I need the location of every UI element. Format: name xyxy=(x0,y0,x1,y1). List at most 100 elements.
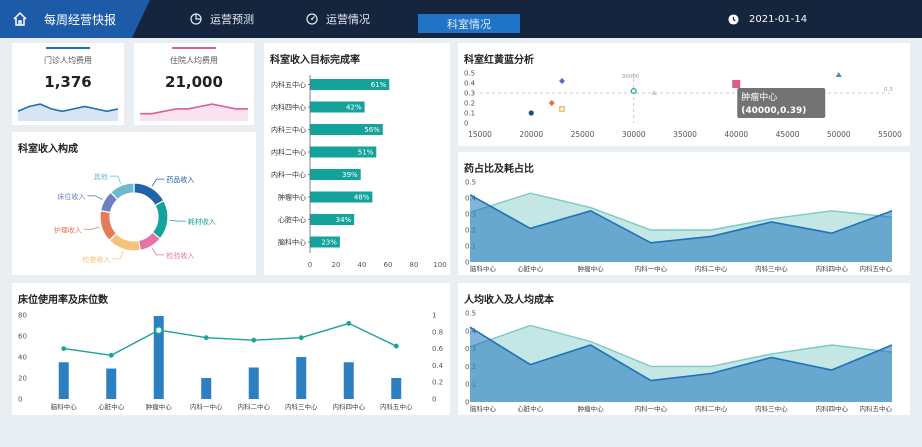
x-tick-label: 内科三中心 xyxy=(755,264,788,273)
nav-tab-label: 运营情况 xyxy=(326,13,370,26)
x-tick-label: 30000 xyxy=(622,130,646,139)
tooltip-title: 肿瘤中心 xyxy=(741,91,777,103)
card-title: 科室收入目标完成率 xyxy=(270,55,360,66)
line-point xyxy=(298,335,304,341)
x-tick-label: 60 xyxy=(384,261,393,269)
bar xyxy=(296,357,307,399)
sparkline-area xyxy=(140,104,248,121)
card-drug-ratio: 药占比及耗占比 00.10.20.30.40.5脑科中心心脏中心肿瘤中心内科一中… xyxy=(458,152,910,275)
nav-tab-departments[interactable]: 科室情况 xyxy=(418,14,520,33)
line-point xyxy=(346,321,352,326)
y-tick-label-right: 0.6 xyxy=(432,345,444,353)
x-tick-label: 心脏中心 xyxy=(517,264,544,273)
x-tick-label: 内科二中心 xyxy=(695,404,728,413)
area-chart: 00.10.20.30.40.5脑科中心心脏中心肿瘤中心内科一中心内科二中心内科… xyxy=(465,310,893,414)
x-tick-label: 45000 xyxy=(776,130,800,139)
x-tick-label: 80 xyxy=(410,261,419,269)
y-tick-label-right: 0 xyxy=(432,396,436,404)
nav-tab-label: 运营预测 xyxy=(210,13,254,26)
line-point xyxy=(108,352,114,358)
y-tick-label: 0.5 xyxy=(465,179,476,187)
y-tick-label: 0 xyxy=(465,259,469,267)
x-tick-label: 内科二中心 xyxy=(238,402,271,411)
x-tick-label: 内科三中心 xyxy=(285,402,318,411)
donut-label: 检查收入 xyxy=(82,255,110,264)
x-tick-label: 40000 xyxy=(724,130,748,139)
sparkline-area xyxy=(18,104,118,121)
kpi-card-inpatient: 住院人均费用 21,000 xyxy=(134,43,254,125)
home-icon[interactable] xyxy=(12,11,28,27)
bar-category-label: 内科一中心 xyxy=(271,170,306,179)
y-tick-label: 0.5 xyxy=(465,310,476,318)
bar xyxy=(106,368,117,399)
donut-label: 床位收入 xyxy=(57,192,85,201)
donut-slice xyxy=(99,209,118,242)
y-tick-label: 0.5 xyxy=(464,70,475,78)
bar xyxy=(201,378,212,399)
x-tick-label: 内科一中心 xyxy=(635,264,668,273)
y-tick-label-left: 60 xyxy=(18,333,27,341)
x-tick-label: 内科三中心 xyxy=(755,404,788,413)
bar xyxy=(310,169,361,180)
bar-value-label: 23% xyxy=(321,239,337,247)
x-tick-label: 内科五中心 xyxy=(860,404,893,413)
bar xyxy=(343,362,354,399)
x-tick-label: 内科五中心 xyxy=(860,264,893,273)
bar-value-label: 48% xyxy=(354,194,370,202)
clock-icon xyxy=(728,13,739,25)
x-tick-label: 50000 xyxy=(827,130,851,139)
x-tick-label: 心脏中心 xyxy=(517,404,544,413)
x-tick-label: 内科五中心 xyxy=(380,402,413,411)
bar-category-label: 脑科中心 xyxy=(278,238,306,247)
y-tick-label-right: 1 xyxy=(432,312,436,320)
bar-value-label: 51% xyxy=(358,149,374,157)
x-tick-label: 20 xyxy=(332,261,341,269)
area-fill xyxy=(470,194,892,262)
line-point-highlight xyxy=(154,325,163,335)
nav-tab-operations[interactable]: 运营情况 xyxy=(306,0,370,38)
y-tick-label-left: 20 xyxy=(18,375,27,383)
scatter-point xyxy=(528,110,534,116)
card-bed-usage: 床位使用率及床位数 0 20 40 60 80 0 0.2 0.4 0.6 0.8 1 脑科中心 心脏中… xyxy=(12,283,450,415)
tooltip-value: (40000,0.39) xyxy=(741,106,806,116)
area-line xyxy=(469,192,893,231)
line-series xyxy=(63,322,397,357)
bar xyxy=(310,124,383,135)
y-tick-label-left: 0 xyxy=(18,396,22,404)
donut-leader-line xyxy=(83,226,100,230)
x-tick-label: 40 xyxy=(358,261,367,269)
x-tick-label: 0 xyxy=(308,261,312,269)
card-title: 科室红黄蓝分析 xyxy=(464,55,534,66)
x-tick-label: 内科一中心 xyxy=(635,404,668,413)
scatter-point xyxy=(732,80,741,88)
kpi-accent-bar xyxy=(46,47,90,49)
bar xyxy=(310,146,377,158)
line-point xyxy=(393,343,399,349)
x-tick-label: 100 xyxy=(433,261,446,269)
nav-tab-forecast[interactable]: 运营预测 xyxy=(190,0,254,38)
scatter-point xyxy=(651,90,658,95)
kpi-label: 门诊人均费用 xyxy=(44,56,92,65)
x-tick-label: 肿瘤中心 xyxy=(578,264,605,273)
donut-label: 药品收入 xyxy=(166,175,194,184)
x-tick-label: 脑科中心 xyxy=(470,264,497,273)
x-tick-label: 20000 xyxy=(519,130,543,139)
line-point xyxy=(251,337,257,343)
card-title: 药占比及耗占比 xyxy=(464,164,534,175)
scatter-point xyxy=(548,100,555,106)
y-tick-label: 0 xyxy=(465,399,469,407)
scatter-point xyxy=(835,72,842,77)
x-tick-label: 脑科中心 xyxy=(51,402,78,411)
donut-label: 耗材收入 xyxy=(188,217,216,226)
nav-tab-label: 科室情况 xyxy=(447,17,491,31)
horizontal-bar-chart: 内科五中心 61% 内科四中心 42% 内科三中心 56% 内科二中心 51% 内科一中心 39%… xyxy=(271,75,447,269)
card-title: 人均收入及人均成本 xyxy=(464,295,554,306)
date-text: 2021-01-14 xyxy=(749,13,808,25)
reference-label-x: 30000 xyxy=(622,74,640,80)
app-title: 每周经营快报 xyxy=(44,13,117,27)
kpi-sparkline xyxy=(18,103,118,121)
card-title: 床位使用率及床位数 xyxy=(18,295,108,306)
kpi-card-outpatient: 门诊人均费用 1,376 xyxy=(12,43,124,125)
area-line xyxy=(469,194,893,244)
